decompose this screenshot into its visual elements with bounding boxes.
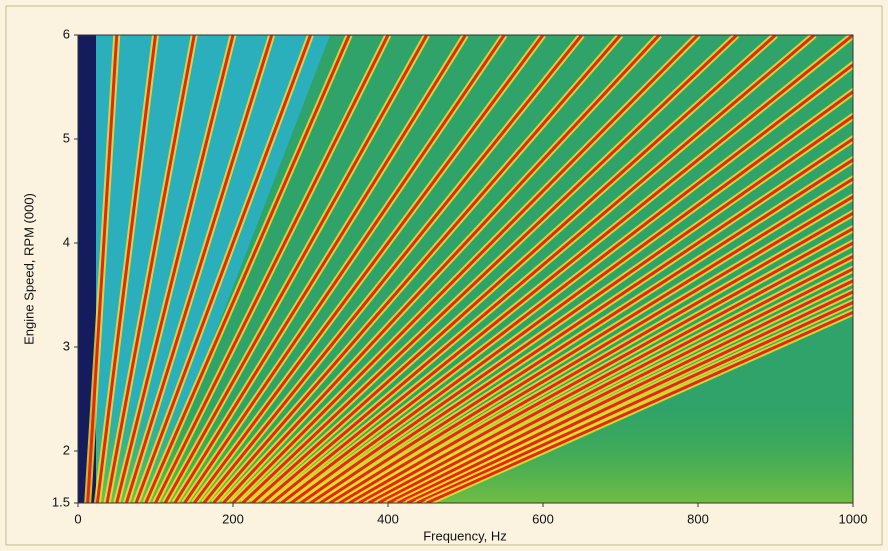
order-line xyxy=(125,35,274,503)
x-tick-label: 1000 xyxy=(839,511,868,526)
order-line xyxy=(86,35,119,503)
order-line xyxy=(377,254,853,503)
order-line xyxy=(406,290,853,503)
order-line xyxy=(241,35,738,503)
y-axis-title: Engine Speed, RPM (000) xyxy=(21,193,36,345)
y-tick-label: 5 xyxy=(63,130,70,145)
y-tick-label: 4 xyxy=(63,234,70,249)
order-line xyxy=(134,35,312,503)
plot-area xyxy=(78,35,853,503)
order-line xyxy=(251,35,777,503)
order-line xyxy=(222,35,661,503)
order-line xyxy=(348,211,853,503)
x-tick-label: 600 xyxy=(532,511,554,526)
order-line xyxy=(115,35,235,503)
order-line xyxy=(144,35,351,503)
order-line xyxy=(231,35,700,503)
order-line xyxy=(163,35,429,503)
order-line xyxy=(416,300,853,503)
x-axis-title: Frequency, Hz xyxy=(423,528,507,543)
order-line xyxy=(299,114,853,503)
order-line xyxy=(202,35,583,503)
order-line xyxy=(173,35,467,503)
order-line xyxy=(105,35,196,503)
order-line xyxy=(95,35,157,503)
order-line xyxy=(367,241,853,503)
order-line xyxy=(212,35,622,503)
order-line xyxy=(280,62,853,503)
order-line xyxy=(387,267,853,503)
y-tick-label: 1.5 xyxy=(52,494,70,509)
x-tick-label: 0 xyxy=(74,511,81,526)
order-line xyxy=(270,35,853,503)
plot-border xyxy=(77,34,854,504)
order-line xyxy=(183,35,506,503)
order-line xyxy=(309,137,853,503)
order-line xyxy=(319,158,853,503)
order-line xyxy=(290,89,853,503)
y-tick-label: 3 xyxy=(63,338,70,353)
order-line xyxy=(397,279,853,503)
y-tick-label: 2 xyxy=(63,442,70,457)
order-line xyxy=(338,195,853,503)
x-tick-label: 200 xyxy=(222,511,244,526)
order-line xyxy=(358,226,853,503)
y-tick-label: 6 xyxy=(63,26,70,41)
x-tick-label: 400 xyxy=(377,511,399,526)
order-line xyxy=(329,177,853,503)
x-tick-label: 800 xyxy=(687,511,709,526)
order-line xyxy=(261,35,816,503)
order-line xyxy=(426,310,853,503)
order-line xyxy=(154,35,390,503)
order-line xyxy=(193,35,545,503)
